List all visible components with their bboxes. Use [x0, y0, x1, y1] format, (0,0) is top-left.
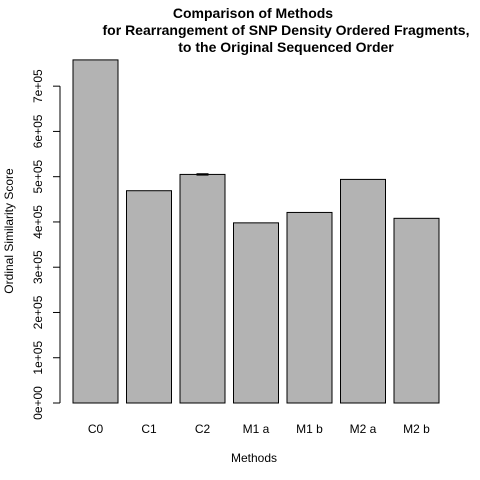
y-tick-label: 7e+05	[31, 69, 45, 103]
x-tick-label: C2	[195, 422, 211, 436]
y-tick-label: 2e+05	[31, 295, 45, 329]
y-tick-label: 1e+05	[31, 341, 45, 375]
x-tick-label: M2 b	[403, 422, 430, 436]
bar	[340, 178, 386, 404]
y-tick-label: 0e+00	[31, 386, 45, 420]
x-tick-label: C1	[141, 422, 157, 436]
chart-title-line-3: to the Original Sequenced Order	[178, 39, 394, 55]
x-axis-title: Methods	[231, 451, 277, 465]
chart-title-line-1: Comparison of Methods	[173, 5, 333, 21]
x-tick-label: M1 a	[243, 422, 270, 436]
chart-title-line-2: for Rearrangement of SNP Density Ordered…	[103, 22, 470, 38]
bar	[393, 217, 440, 404]
y-tick-label: 6e+05	[31, 114, 45, 148]
x-tick-label: M2 a	[350, 422, 377, 436]
x-tick-labels: C0 C1 C2 M1 a M1 b M2 a M2 b	[88, 422, 430, 436]
y-tick-label: 3e+05	[31, 250, 45, 284]
y-axis-title: Ordinal Similarity Score	[2, 168, 16, 294]
y-tick-label: 5e+05	[31, 160, 45, 194]
bar	[179, 173, 226, 404]
bars-group	[72, 59, 440, 404]
bar	[233, 222, 279, 404]
y-tick-label: 4e+05	[31, 205, 45, 239]
bar	[72, 59, 119, 404]
y-axis: 0e+00 1e+05 2e+05 3e+05 4e+05 5e+05 6e+05 7e+05	[31, 69, 61, 420]
x-tick-label: M1 b	[296, 422, 323, 436]
x-tick-label: C0	[88, 422, 104, 436]
bar	[126, 190, 172, 404]
bar	[286, 211, 333, 404]
